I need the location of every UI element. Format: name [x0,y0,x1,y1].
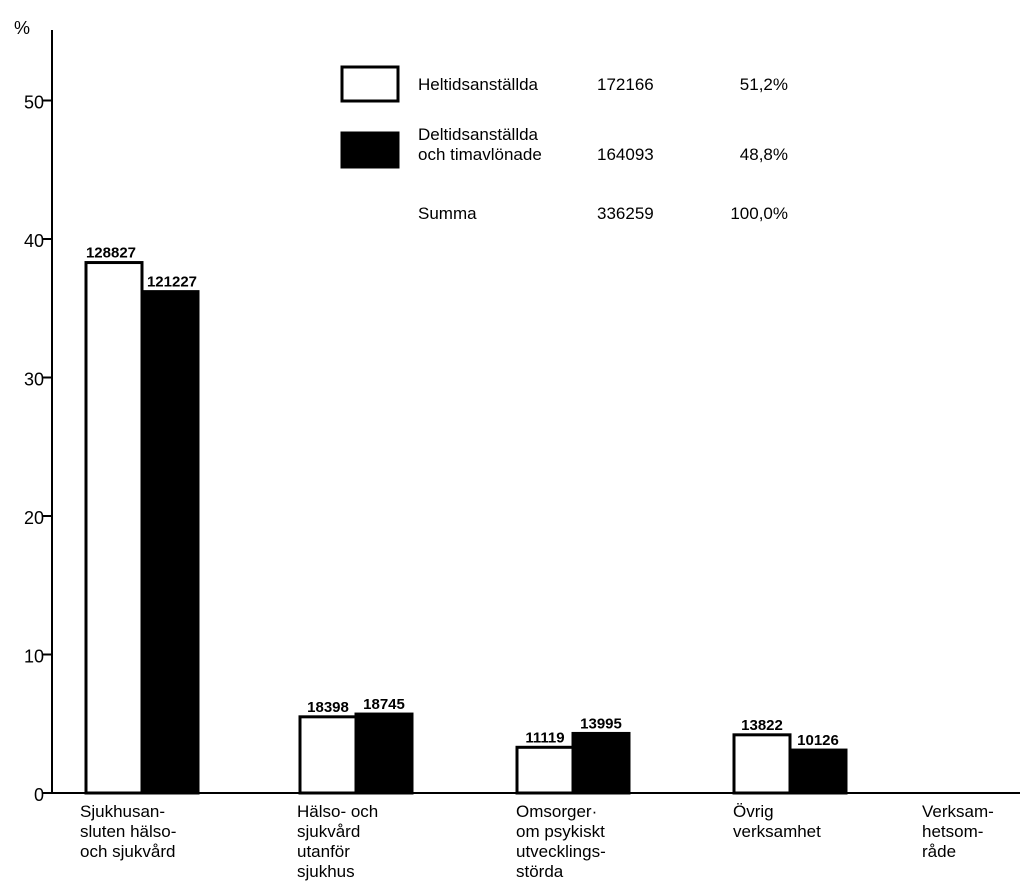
legend-count: 164093 [597,145,654,164]
data-label: 10126 [797,732,839,749]
legend-count: 172166 [597,75,654,94]
data-label: 13995 [580,715,622,732]
legend-label: Summa [418,204,477,223]
bar-fulltime [515,745,575,795]
legend-percent: 48,8% [740,145,788,164]
legend-swatch-parttime [340,131,400,169]
legend-label: Deltidsanställda och timavlönade [418,125,542,164]
legend-percent: 51,2% [740,75,788,94]
category-label: Omsorger· om psykiskt utvecklings-störda [516,802,606,881]
legend-label: Heltidsanställda [418,75,539,94]
legend-swatch-fulltime [340,65,400,103]
bar-fulltime [732,733,792,795]
y-tick-label: 50 [24,93,44,113]
category-label: Övrig verksamhet [733,802,821,841]
bar-parttime [788,748,848,795]
bar-fulltime [84,261,144,795]
legend-count: 336259 [597,204,654,223]
data-label: 128827 [86,245,136,262]
y-axis-unit-label: % [14,18,30,38]
data-label: 13822 [741,717,783,734]
y-tick-label: 20 [24,508,44,528]
data-label: 121227 [147,274,197,291]
legend-percent: 100,0% [730,204,788,223]
category-label: Sjukhusan-sluten hälso-och sjukvård [80,802,176,861]
bar-parttime [140,290,200,795]
y-tick-label: 0 [34,785,44,805]
bar-parttime [571,731,631,795]
y-tick-label: 30 [24,370,44,390]
y-tick-label: 40 [24,231,44,251]
x-axis-end-label: Verksam-hetsom-råde [922,802,994,861]
bar-fulltime [298,715,358,795]
bar-parttime [354,712,414,795]
data-label: 18398 [307,699,349,716]
y-tick-label: 10 [24,647,44,667]
data-label: 18745 [363,696,405,713]
category-label: Hälso- och sjukvård utanför sjukhus [297,802,378,881]
data-label: 11119 [525,729,564,746]
